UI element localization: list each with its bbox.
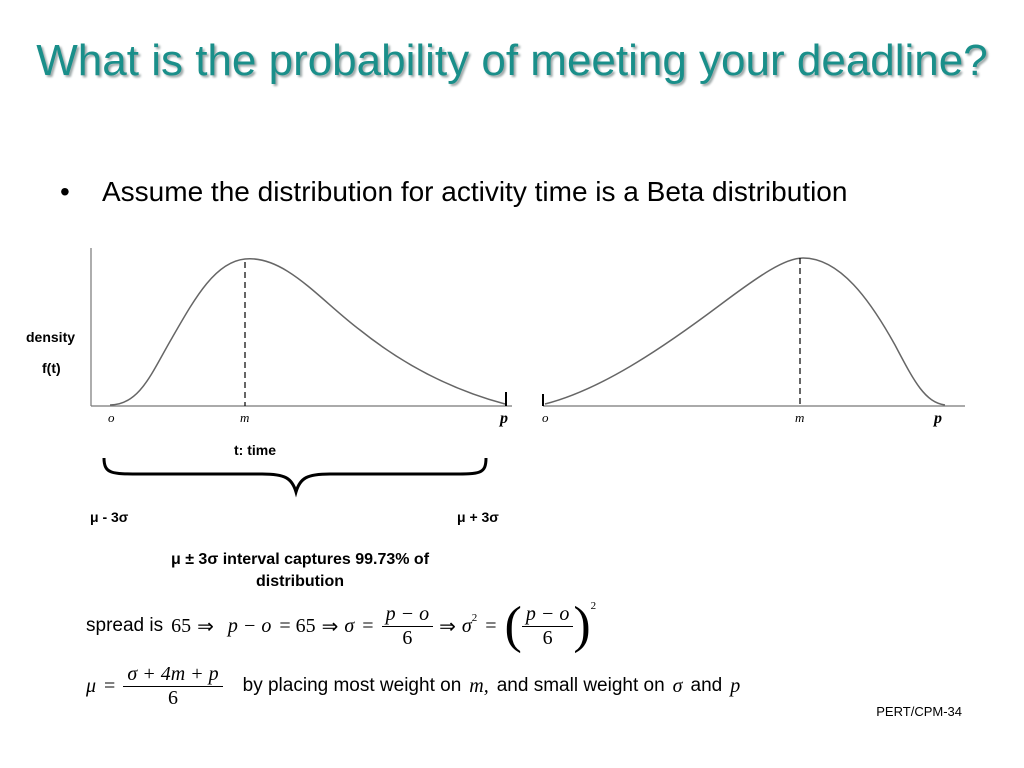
explanation-sigma: σ: [672, 674, 683, 697]
upper-bound-label: μ + 3σ: [457, 509, 499, 525]
slide-footer: PERT/CPM-34: [876, 704, 962, 719]
mean-numerator: σ + 4m + p: [123, 663, 223, 687]
lower-bound-label: μ - 3σ: [90, 509, 129, 525]
implies-symbol-1: ⇒: [197, 615, 214, 638]
mean-fraction: σ + 4m + p 6: [123, 663, 223, 710]
squared-fraction: p − o 6: [521, 603, 574, 650]
right-paren: ): [573, 597, 591, 654]
left-tick-o: o: [108, 410, 115, 425]
left-beta-curve: [109, 258, 506, 406]
figure-caption: μ ± 3σ interval captures 99.73% of distr…: [170, 551, 430, 590]
bullet-marker: •: [60, 176, 70, 207]
interval-brace: [102, 457, 488, 498]
x-axis-label: t: time: [234, 442, 276, 458]
outer-squared-exponent: 2: [590, 600, 597, 612]
mean-equals: =: [104, 674, 116, 697]
squared-fraction-numerator: p − o: [521, 603, 574, 627]
explanation-text-a: by placing most weight on: [242, 675, 462, 696]
mean-formula: μ = σ + 4m + p 6 by placing most weight …: [86, 658, 740, 714]
mu-symbol: μ: [86, 674, 97, 697]
slide-title: What is the probability of meeting your …: [36, 36, 988, 85]
sigma-squared-base: σ: [461, 614, 472, 637]
mean-denominator: 6: [167, 686, 178, 709]
p-minus-o: p − o: [227, 614, 272, 637]
squared-exponent: 2: [471, 612, 478, 624]
left-tick-m: m: [240, 410, 250, 425]
right-tick-o: o: [542, 410, 549, 425]
sigma-symbol: σ: [344, 614, 355, 637]
right-tick-p: p: [934, 410, 942, 427]
fraction-numerator: p − o: [381, 603, 434, 627]
left-paren: (: [504, 597, 522, 654]
sigma-fraction: p − o 6: [381, 603, 434, 650]
spread-value: 65: [171, 614, 192, 637]
explanation-p: p: [730, 674, 741, 697]
explanation-and: and: [690, 675, 723, 696]
equals-65: = 65: [279, 614, 316, 637]
spread-label: spread is: [86, 615, 164, 636]
bullet-text: Assume the distribution for activity tim…: [102, 176, 848, 207]
implies-symbol-3: ⇒: [439, 615, 456, 638]
right-beta-curve: [544, 257, 946, 406]
equals-sign: =: [362, 614, 374, 637]
y-axis-label-density: density: [26, 329, 76, 345]
squared-fraction-denominator: 6: [542, 626, 553, 649]
y-axis-label-ft: f(t): [42, 360, 61, 376]
explanation-text-b: and small weight on: [496, 675, 665, 696]
implies-symbol-2: ⇒: [321, 615, 339, 638]
explanation-m: m,: [469, 674, 489, 697]
equals-sign-2: =: [485, 614, 497, 637]
fraction-denominator: 6: [402, 626, 413, 649]
spread-formula: spread is 65 ⇒ p − o = 65 ⇒ σ = p − o 6 …: [86, 598, 596, 654]
left-tick-p: p: [500, 410, 508, 427]
right-tick-m: m: [795, 410, 805, 425]
